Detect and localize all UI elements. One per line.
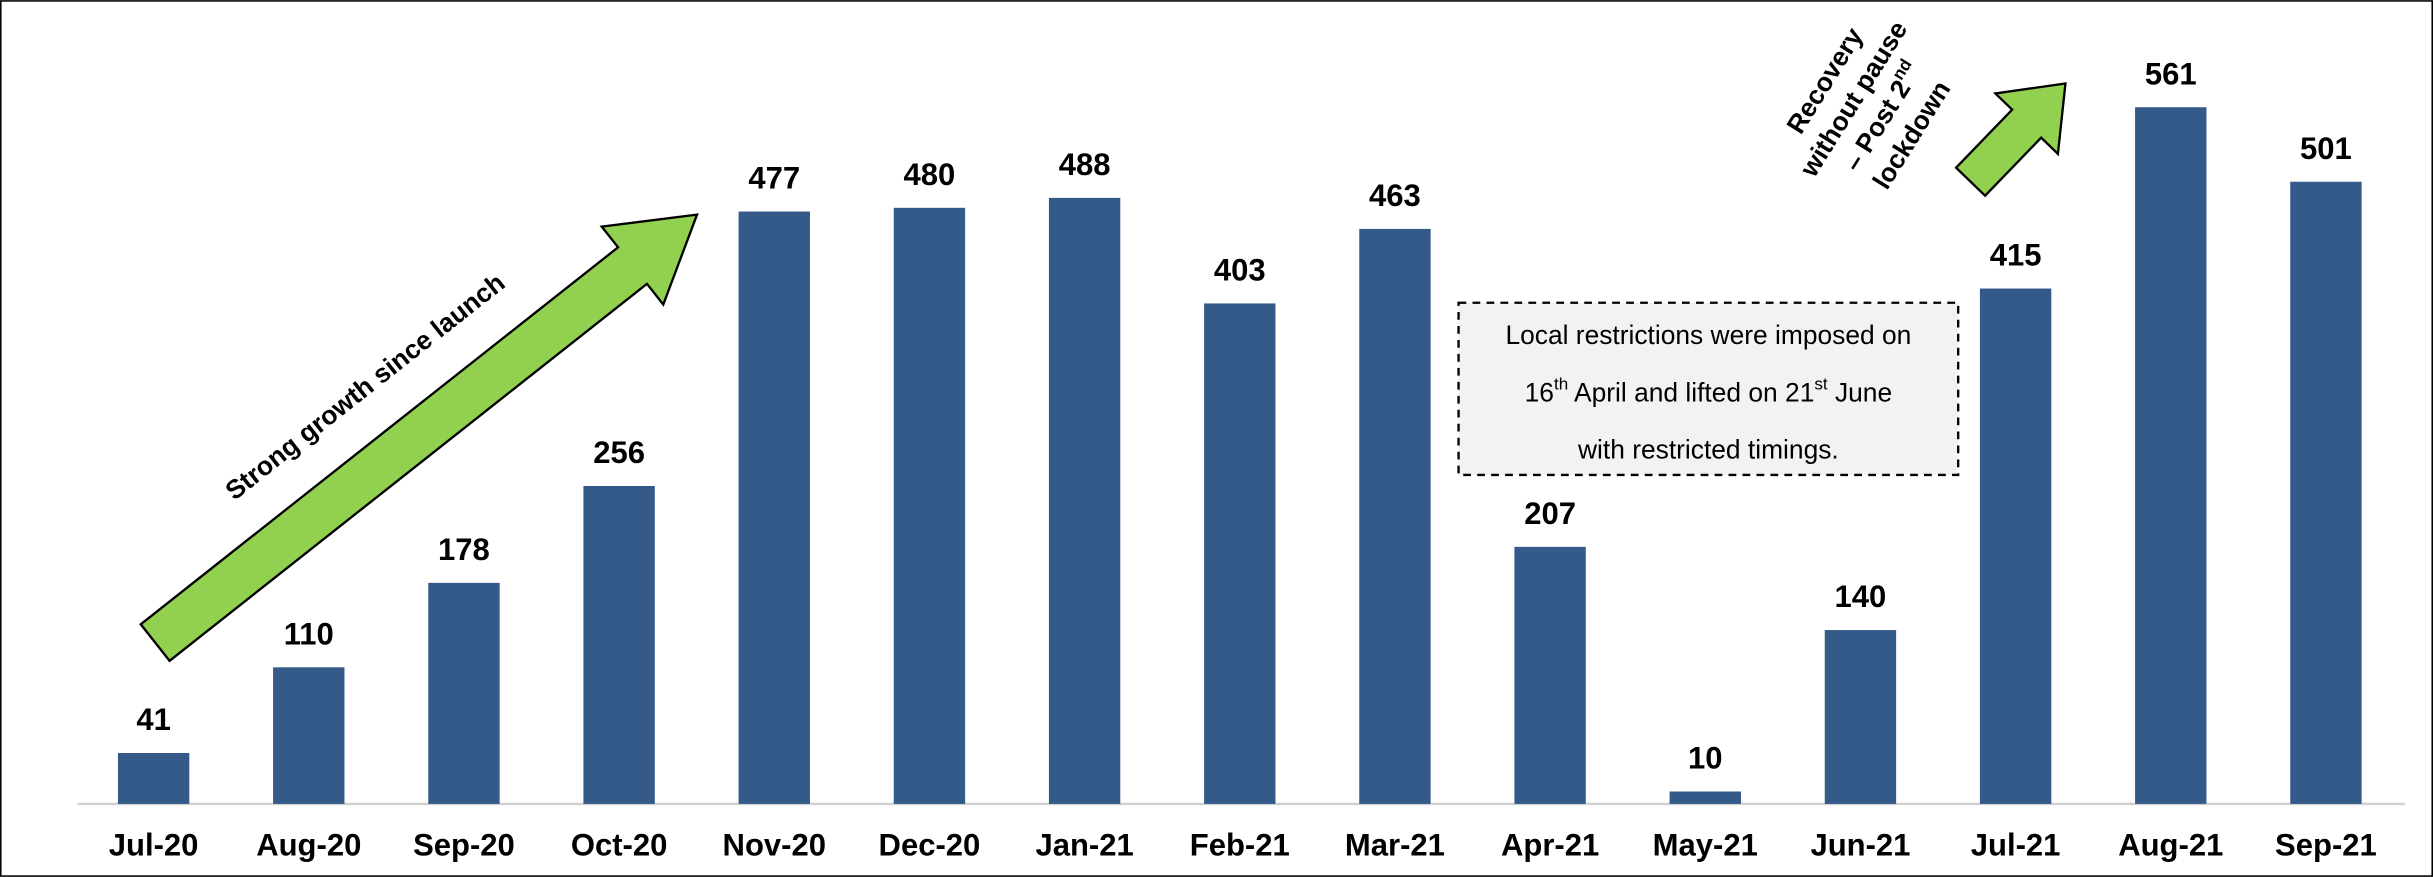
text-segment: 16 xyxy=(1525,377,1554,407)
bar xyxy=(738,211,810,804)
x-tick-label: Jul-21 xyxy=(1971,828,2061,863)
x-tick-label: Sep-20 xyxy=(413,828,515,863)
bar xyxy=(1979,288,2052,804)
value-label: 41 xyxy=(136,702,171,737)
value-label: 10 xyxy=(1688,741,1723,776)
bar xyxy=(273,667,345,804)
bar xyxy=(1359,228,1431,804)
text-segment: Local restrictions were imposed on xyxy=(1505,320,1911,350)
value-label: 501 xyxy=(2300,131,2352,166)
value-label: 488 xyxy=(1059,147,1111,182)
x-tick-label: Oct-20 xyxy=(571,828,668,863)
bar xyxy=(428,582,500,804)
x-tick-label: May-21 xyxy=(1653,828,1758,863)
note-line: Local restrictions were imposed on xyxy=(1505,320,1911,350)
x-tick-label: Aug-21 xyxy=(2118,828,2223,863)
recovery-arrow xyxy=(1954,82,2067,198)
bar xyxy=(1048,197,1121,804)
bar xyxy=(2290,181,2362,804)
text-segment: th xyxy=(1554,374,1568,393)
value-label: 110 xyxy=(284,616,334,651)
bar xyxy=(2135,107,2207,804)
text-segment: June xyxy=(1828,377,1892,407)
x-tick-label: Jun-21 xyxy=(1810,828,1910,863)
value-label: 207 xyxy=(1524,496,1576,531)
x-tick-label: Apr-21 xyxy=(1501,828,1599,863)
value-label: 256 xyxy=(593,435,645,470)
bar xyxy=(583,485,655,804)
arrow-shape xyxy=(1954,82,2067,198)
x-tick-label: Mar-21 xyxy=(1345,828,1445,863)
text-segment: st xyxy=(1814,374,1828,393)
value-label: 140 xyxy=(1835,579,1887,614)
value-label: 480 xyxy=(904,157,956,192)
note-line: with restricted timings. xyxy=(1577,435,1839,465)
growth-arrow xyxy=(139,213,699,663)
bar xyxy=(1824,630,1897,804)
bar xyxy=(893,207,966,804)
value-label: 178 xyxy=(438,532,490,567)
value-label: 403 xyxy=(1214,253,1266,288)
value-label: 477 xyxy=(748,161,800,196)
text-segment: April and lifted on 21 xyxy=(1568,377,1814,407)
bar xyxy=(1669,791,1741,804)
note-line: 16th April and lifted on 21st June xyxy=(1525,374,1893,407)
bar xyxy=(1514,546,1586,804)
x-tick-label: Jan-21 xyxy=(1035,828,1133,863)
x-tick-label: Sep-21 xyxy=(2275,828,2377,863)
note-box xyxy=(1457,301,1960,477)
text-segment: with restricted timings. xyxy=(1577,435,1839,465)
value-label: 561 xyxy=(2145,56,2197,91)
arrow-shape xyxy=(139,213,699,663)
x-tick-label: Jul-20 xyxy=(109,828,199,863)
bar xyxy=(117,752,190,804)
value-label: 415 xyxy=(1990,238,2042,273)
x-tick-label: Nov-20 xyxy=(723,828,826,863)
value-label: 463 xyxy=(1369,178,1421,213)
x-tick-label: Feb-21 xyxy=(1190,828,1290,863)
x-tick-label: Dec-20 xyxy=(879,828,981,863)
x-tick-label: Aug-20 xyxy=(256,828,361,863)
bar xyxy=(1204,303,1276,804)
